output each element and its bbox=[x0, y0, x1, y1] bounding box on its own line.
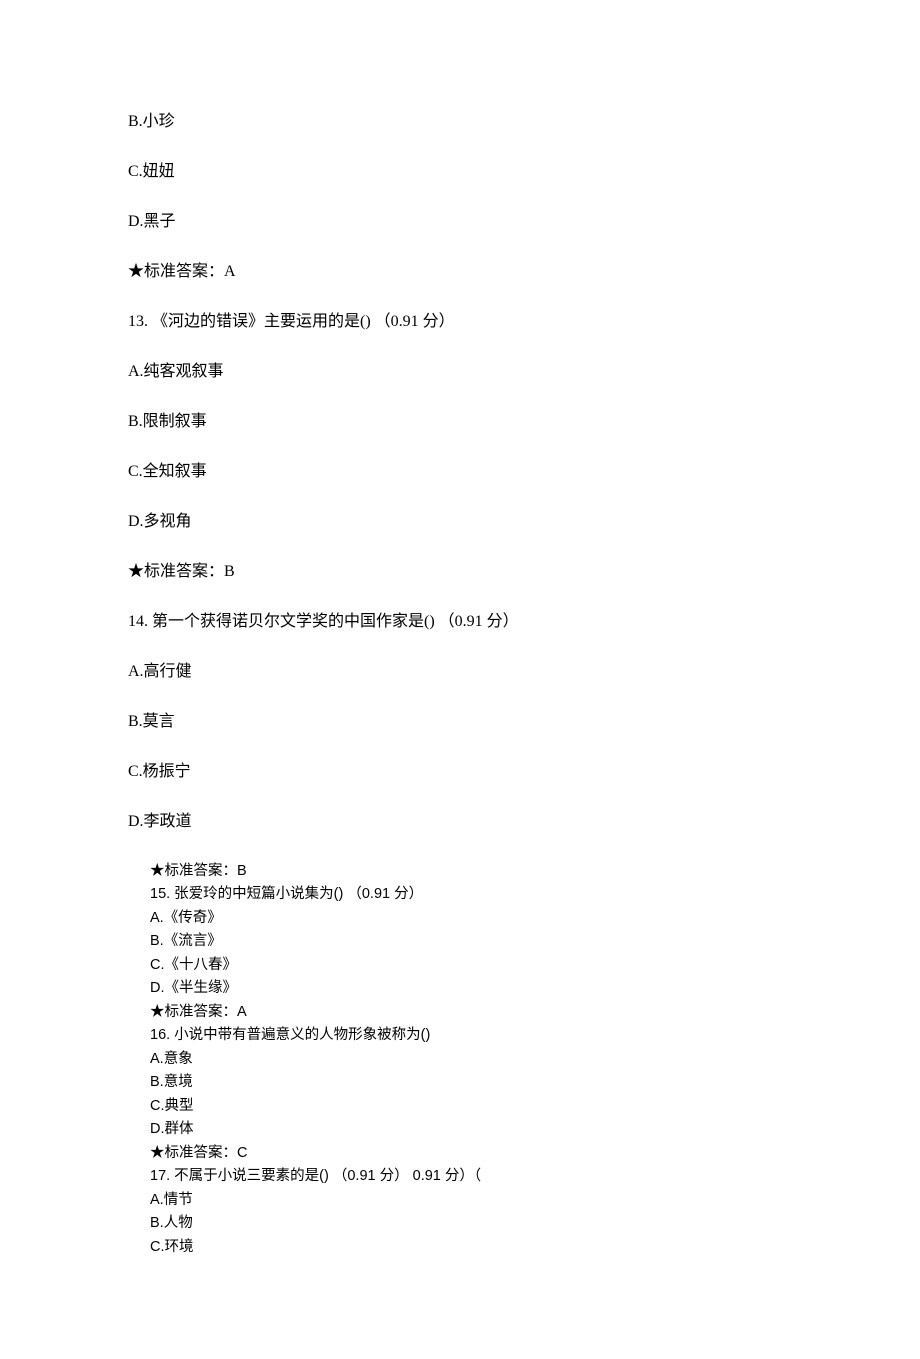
q13-option-d: D.多视角 bbox=[128, 510, 792, 534]
q15-text: 15. 张爱玲的中短篇小说集为() （0.91 分） bbox=[150, 883, 792, 905]
q15-option-c: C.《十八春》 bbox=[150, 954, 792, 976]
q16-option-c: C.典型 bbox=[150, 1095, 792, 1117]
q13-option-a: A.纯客观叙事 bbox=[128, 360, 792, 384]
q12-answer: ★标准答案：A bbox=[128, 260, 792, 284]
q17-text: 17. 不属于小说三要素的是() （0.91 分） 0.91 分）（ bbox=[150, 1165, 792, 1187]
q14-text: 14. 第一个获得诺贝尔文学奖的中国作家是() （0.91 分） bbox=[128, 610, 792, 634]
q12-option-d: D.黑子 bbox=[128, 210, 792, 234]
q17-option-b: B.人物 bbox=[150, 1212, 792, 1234]
q15-option-a: A.《传奇》 bbox=[150, 907, 792, 929]
q13-option-b: B.限制叙事 bbox=[128, 410, 792, 434]
q14-answer: ★标准答案：B bbox=[150, 860, 792, 882]
q16-option-b: B.意境 bbox=[150, 1071, 792, 1093]
q15-option-b: B.《流言》 bbox=[150, 930, 792, 952]
q13-text: 13. 《河边的错误》主要运用的是() （0.91 分） bbox=[128, 310, 792, 334]
q16-text: 16. 小说中带有普遍意义的人物形象被称为() bbox=[150, 1024, 792, 1046]
q14-option-d: D.李政道 bbox=[128, 810, 792, 834]
q12-option-b: B.小珍 bbox=[128, 110, 792, 134]
q15-answer: ★标准答案：A bbox=[150, 1001, 792, 1023]
q16-option-a: A.意象 bbox=[150, 1048, 792, 1070]
q13-option-c: C.全知叙事 bbox=[128, 460, 792, 484]
q17-option-c: C.环境 bbox=[150, 1236, 792, 1258]
q17-option-a: A.情节 bbox=[150, 1189, 792, 1211]
q15-option-d: D.《半生缘》 bbox=[150, 977, 792, 999]
q13-answer: ★标准答案：B bbox=[128, 560, 792, 584]
q14-option-c: C.杨振宁 bbox=[128, 760, 792, 784]
q12-option-c: C.妞妞 bbox=[128, 160, 792, 184]
q16-option-d: D.群体 bbox=[150, 1118, 792, 1140]
q14-option-a: A.高行健 bbox=[128, 660, 792, 684]
q14-option-b: B.莫言 bbox=[128, 710, 792, 734]
q16-answer: ★标准答案：C bbox=[150, 1142, 792, 1164]
